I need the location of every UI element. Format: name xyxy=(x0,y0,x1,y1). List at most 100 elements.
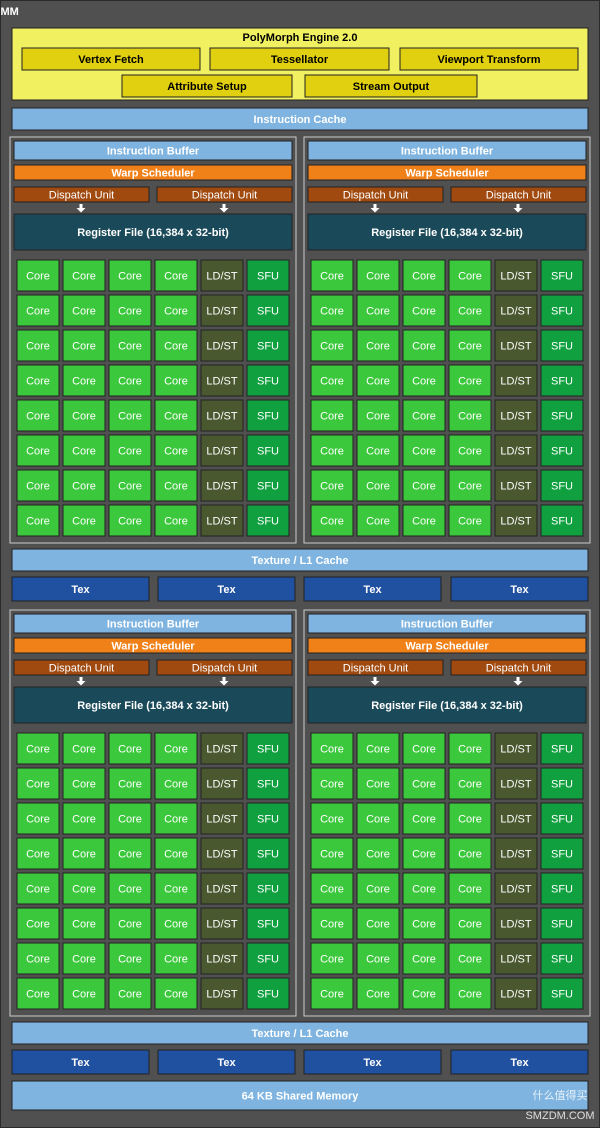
sfu-label: SFU xyxy=(551,778,573,790)
core xyxy=(356,977,400,1010)
core-label: Core xyxy=(118,918,142,930)
core xyxy=(154,767,198,800)
core-label: Core xyxy=(118,480,142,492)
core xyxy=(448,977,492,1010)
sfu xyxy=(246,942,290,975)
partition xyxy=(303,136,591,544)
core xyxy=(356,364,400,397)
ld-st xyxy=(494,399,538,432)
ld-st-label: LD/ST xyxy=(500,743,531,755)
core xyxy=(154,504,198,537)
core-label: Core xyxy=(164,883,188,895)
core-label: Core xyxy=(164,953,188,965)
dispatch-unit-label: Dispatch Unit xyxy=(192,189,257,201)
core-label: Core xyxy=(366,340,390,352)
sfu xyxy=(246,469,290,502)
core-label: Core xyxy=(412,953,436,965)
ld-st-label: LD/ST xyxy=(500,848,531,860)
ld-st-label: LD/ST xyxy=(500,778,531,790)
sfu xyxy=(246,294,290,327)
core-label: Core xyxy=(118,340,142,352)
core xyxy=(402,732,446,765)
core xyxy=(402,294,446,327)
core-label: Core xyxy=(72,445,96,457)
sfu xyxy=(540,399,584,432)
core-label: Core xyxy=(26,778,50,790)
ld-st-label: LD/ST xyxy=(500,410,531,422)
sfu-label: SFU xyxy=(257,410,279,422)
core-label: Core xyxy=(320,515,344,527)
core-label: Core xyxy=(412,340,436,352)
core-label: Core xyxy=(26,743,50,755)
sfu xyxy=(540,469,584,502)
tex-label: Tex xyxy=(510,1057,529,1069)
core xyxy=(356,802,400,835)
register-file xyxy=(307,213,587,251)
core-label: Core xyxy=(320,918,344,930)
arrow xyxy=(513,677,523,686)
core xyxy=(310,259,354,292)
arrow xyxy=(76,204,86,213)
core-label: Core xyxy=(118,883,142,895)
core xyxy=(402,837,446,870)
core xyxy=(154,294,198,327)
polymorph-unit xyxy=(399,47,579,71)
polymorph-unit xyxy=(121,74,293,98)
sfu xyxy=(246,837,290,870)
register-file-label: Register File (16,384 x 32-bit) xyxy=(77,700,229,712)
core xyxy=(16,434,60,467)
arrow xyxy=(76,677,86,686)
ld-st xyxy=(200,732,244,765)
core xyxy=(310,329,354,362)
core xyxy=(356,907,400,940)
core xyxy=(62,329,106,362)
polymorph-unit-label: Viewport Transform xyxy=(437,54,540,66)
sfu xyxy=(540,434,584,467)
core xyxy=(402,364,446,397)
ld-st xyxy=(200,469,244,502)
ld-st xyxy=(494,469,538,502)
ld-st-label: LD/ST xyxy=(500,445,531,457)
polymorph-unit xyxy=(21,47,201,71)
core xyxy=(402,469,446,502)
core-label: Core xyxy=(366,953,390,965)
core xyxy=(448,259,492,292)
core-label: Core xyxy=(164,410,188,422)
arrow xyxy=(370,204,380,213)
sfu xyxy=(540,802,584,835)
ld-st-label: LD/ST xyxy=(206,953,237,965)
core-label: Core xyxy=(164,305,188,317)
core-label: Core xyxy=(320,270,344,282)
core-label: Core xyxy=(26,410,50,422)
core xyxy=(154,399,198,432)
core xyxy=(16,767,60,800)
sfu-label: SFU xyxy=(257,305,279,317)
core xyxy=(356,837,400,870)
core-label: Core xyxy=(458,445,482,457)
warp-scheduler xyxy=(307,637,587,654)
core-label: Core xyxy=(118,445,142,457)
core xyxy=(448,907,492,940)
core xyxy=(62,434,106,467)
core-label: Core xyxy=(320,340,344,352)
sfu xyxy=(246,767,290,800)
core-label: Core xyxy=(320,445,344,457)
instruction-buffer xyxy=(13,613,293,634)
core-label: Core xyxy=(366,305,390,317)
core xyxy=(402,942,446,975)
core xyxy=(356,259,400,292)
core xyxy=(16,259,60,292)
sfu-label: SFU xyxy=(257,375,279,387)
core xyxy=(310,872,354,905)
sfu-label: SFU xyxy=(551,410,573,422)
core xyxy=(448,872,492,905)
core-label: Core xyxy=(366,988,390,1000)
tex-label: Tex xyxy=(217,584,236,596)
core-label: Core xyxy=(26,953,50,965)
core-label: Core xyxy=(164,515,188,527)
sfu xyxy=(540,907,584,940)
ld-st-label: LD/ST xyxy=(500,918,531,930)
ld-st xyxy=(200,399,244,432)
core xyxy=(62,364,106,397)
